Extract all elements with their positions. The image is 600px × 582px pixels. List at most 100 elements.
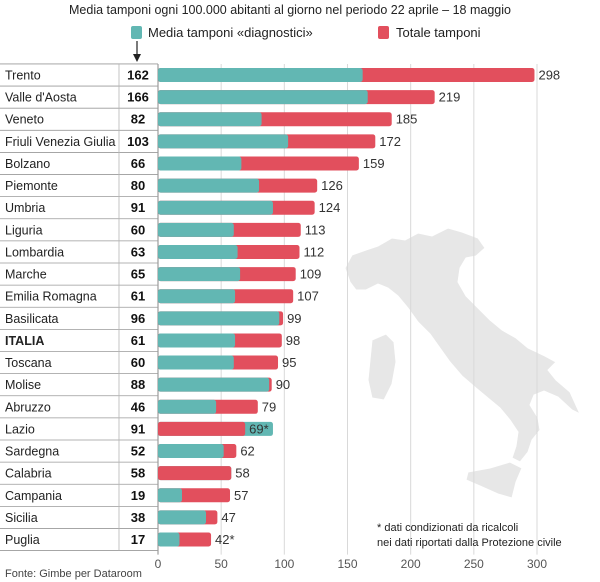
total-value-label: 99 (287, 311, 301, 326)
total-value-label: 98 (286, 333, 300, 348)
total-value-label: 47 (221, 510, 235, 525)
legend: Media tamponi «diagnostici» Totale tampo… (131, 25, 481, 62)
x-tick-label: 100 (274, 557, 294, 571)
diagnostic-value-label: 38 (131, 510, 145, 525)
diagnostic-bar (158, 399, 217, 414)
total-value-label: 62 (240, 444, 254, 459)
legend-label-total: Totale tamponi (396, 25, 481, 40)
total-value-label: 112 (303, 244, 324, 259)
diagnostic-value-label: 52 (131, 444, 145, 459)
category-label: Liguria (5, 223, 43, 237)
diagnostic-value-label: 63 (131, 244, 145, 259)
arrow-down-icon (133, 41, 141, 62)
category-label: Campania (5, 489, 62, 503)
footnote-line-2: nei dati riportati dalla Protezione civi… (377, 537, 562, 549)
category-label: Basilicata (5, 312, 59, 326)
diagnostic-bar (158, 289, 236, 304)
total-value-label: 90 (276, 377, 290, 392)
total-value-label: 95 (282, 355, 296, 370)
diagnostic-value-label: 162 (127, 68, 149, 83)
diagnostic-value-label: 91 (131, 421, 145, 436)
diagnostic-value-label: 66 (131, 156, 145, 171)
total-value-label: 172 (379, 134, 401, 149)
table-rows (0, 63, 158, 551)
diagnostic-bar (158, 510, 207, 525)
diagnostic-value-label: 60 (131, 222, 145, 237)
sardinia (367, 333, 397, 401)
diagnostic-bar (158, 112, 262, 127)
diagnostic-value-label: 17 (131, 532, 145, 547)
legend-swatch-diagnostic (131, 26, 142, 39)
category-label: Piemonte (5, 179, 58, 193)
legend-label-diagnostic: Media tamponi «diagnostici» (148, 25, 313, 40)
total-value-label: 57 (234, 488, 248, 503)
diagnostic-value-label: 19 (131, 488, 145, 503)
x-tick-label: 0 (155, 557, 162, 571)
x-tick-label: 150 (337, 557, 357, 571)
x-tick-label: 300 (527, 557, 547, 571)
category-label: Marche (5, 268, 47, 282)
diagnostic-value-label: 60 (131, 355, 145, 370)
diagnostic-value-label: 166 (127, 90, 149, 105)
category-label: Veneto (5, 113, 44, 127)
footnote-line-1: * dati condizionati da ricalcoli (377, 522, 518, 534)
category-label: Toscana (5, 356, 52, 370)
bars (158, 68, 535, 547)
total-value-label: 79 (262, 399, 276, 414)
category-label: Abruzzo (5, 400, 51, 414)
diagnostic-bar (158, 156, 242, 171)
category-label: ITALIA (5, 334, 44, 348)
x-tick-label: 50 (214, 557, 228, 571)
diagnostic-value-label: 91 (131, 200, 145, 215)
category-label: Puglia (5, 533, 40, 547)
total-bar (158, 421, 246, 436)
category-label: Lazio (5, 422, 35, 436)
labels: 0 50 100 150 200 250 300 Trento 162 298 Valle d'Ao… (5, 68, 560, 572)
diagnostic-bar (158, 68, 363, 82)
diagnostic-value-label: 103 (127, 134, 149, 149)
total-value-label: 107 (297, 289, 319, 304)
category-label: Sicilia (5, 511, 38, 525)
total-value-label: 159 (363, 156, 385, 171)
diagnostic-value-label: 61 (131, 289, 145, 304)
total-value-label: 113 (305, 222, 326, 237)
total-value-label: 58 (235, 466, 249, 481)
diagnostic-bar (158, 311, 280, 326)
diagnostic-bar (158, 222, 234, 237)
total-bar (158, 466, 232, 481)
chart-title: Media tamponi ogni 100.000 abitanti al g… (69, 3, 511, 17)
diagnostic-bar (158, 355, 234, 370)
x-tick-label: 250 (464, 557, 484, 571)
category-label: Emilia Romagna (5, 290, 97, 304)
italy-mainland (344, 227, 582, 463)
diagnostic-value-label: 58 (131, 466, 145, 481)
total-value-label: 109 (300, 267, 322, 282)
source-note: Fonte: Gimbe per Dataroom (5, 568, 142, 580)
legend-swatch-total (378, 26, 389, 39)
diagnostic-value-label: 82 (131, 112, 145, 127)
total-value-label: 124 (319, 200, 341, 215)
category-label: Molise (5, 378, 41, 392)
diagnostic-bar (158, 178, 260, 193)
category-label: Bolzano (5, 157, 50, 171)
diagnostic-value-label: 96 (131, 311, 145, 326)
diagnostic-value-label: 61 (131, 333, 145, 348)
total-value-label: 185 (396, 112, 418, 127)
diagnostic-bar (158, 244, 238, 259)
total-value-label: 298 (538, 68, 560, 83)
category-label: Lombardia (5, 245, 64, 259)
diagnostic-value-label: 65 (131, 267, 145, 282)
category-label: Calabria (5, 467, 52, 481)
total-value-label: 69* (249, 421, 269, 436)
total-value-label: 126 (321, 178, 343, 193)
diagnostic-value-label: 88 (131, 377, 145, 392)
category-label: Trento (5, 69, 41, 83)
diagnostic-value-label: 80 (131, 178, 145, 193)
diagnostic-bar (158, 333, 236, 348)
total-value-label: 219 (439, 90, 461, 105)
italy-map-icon (344, 227, 582, 499)
diagnostic-bar (158, 444, 224, 459)
diagnostic-bar (158, 90, 368, 105)
category-label: Umbria (5, 201, 45, 215)
